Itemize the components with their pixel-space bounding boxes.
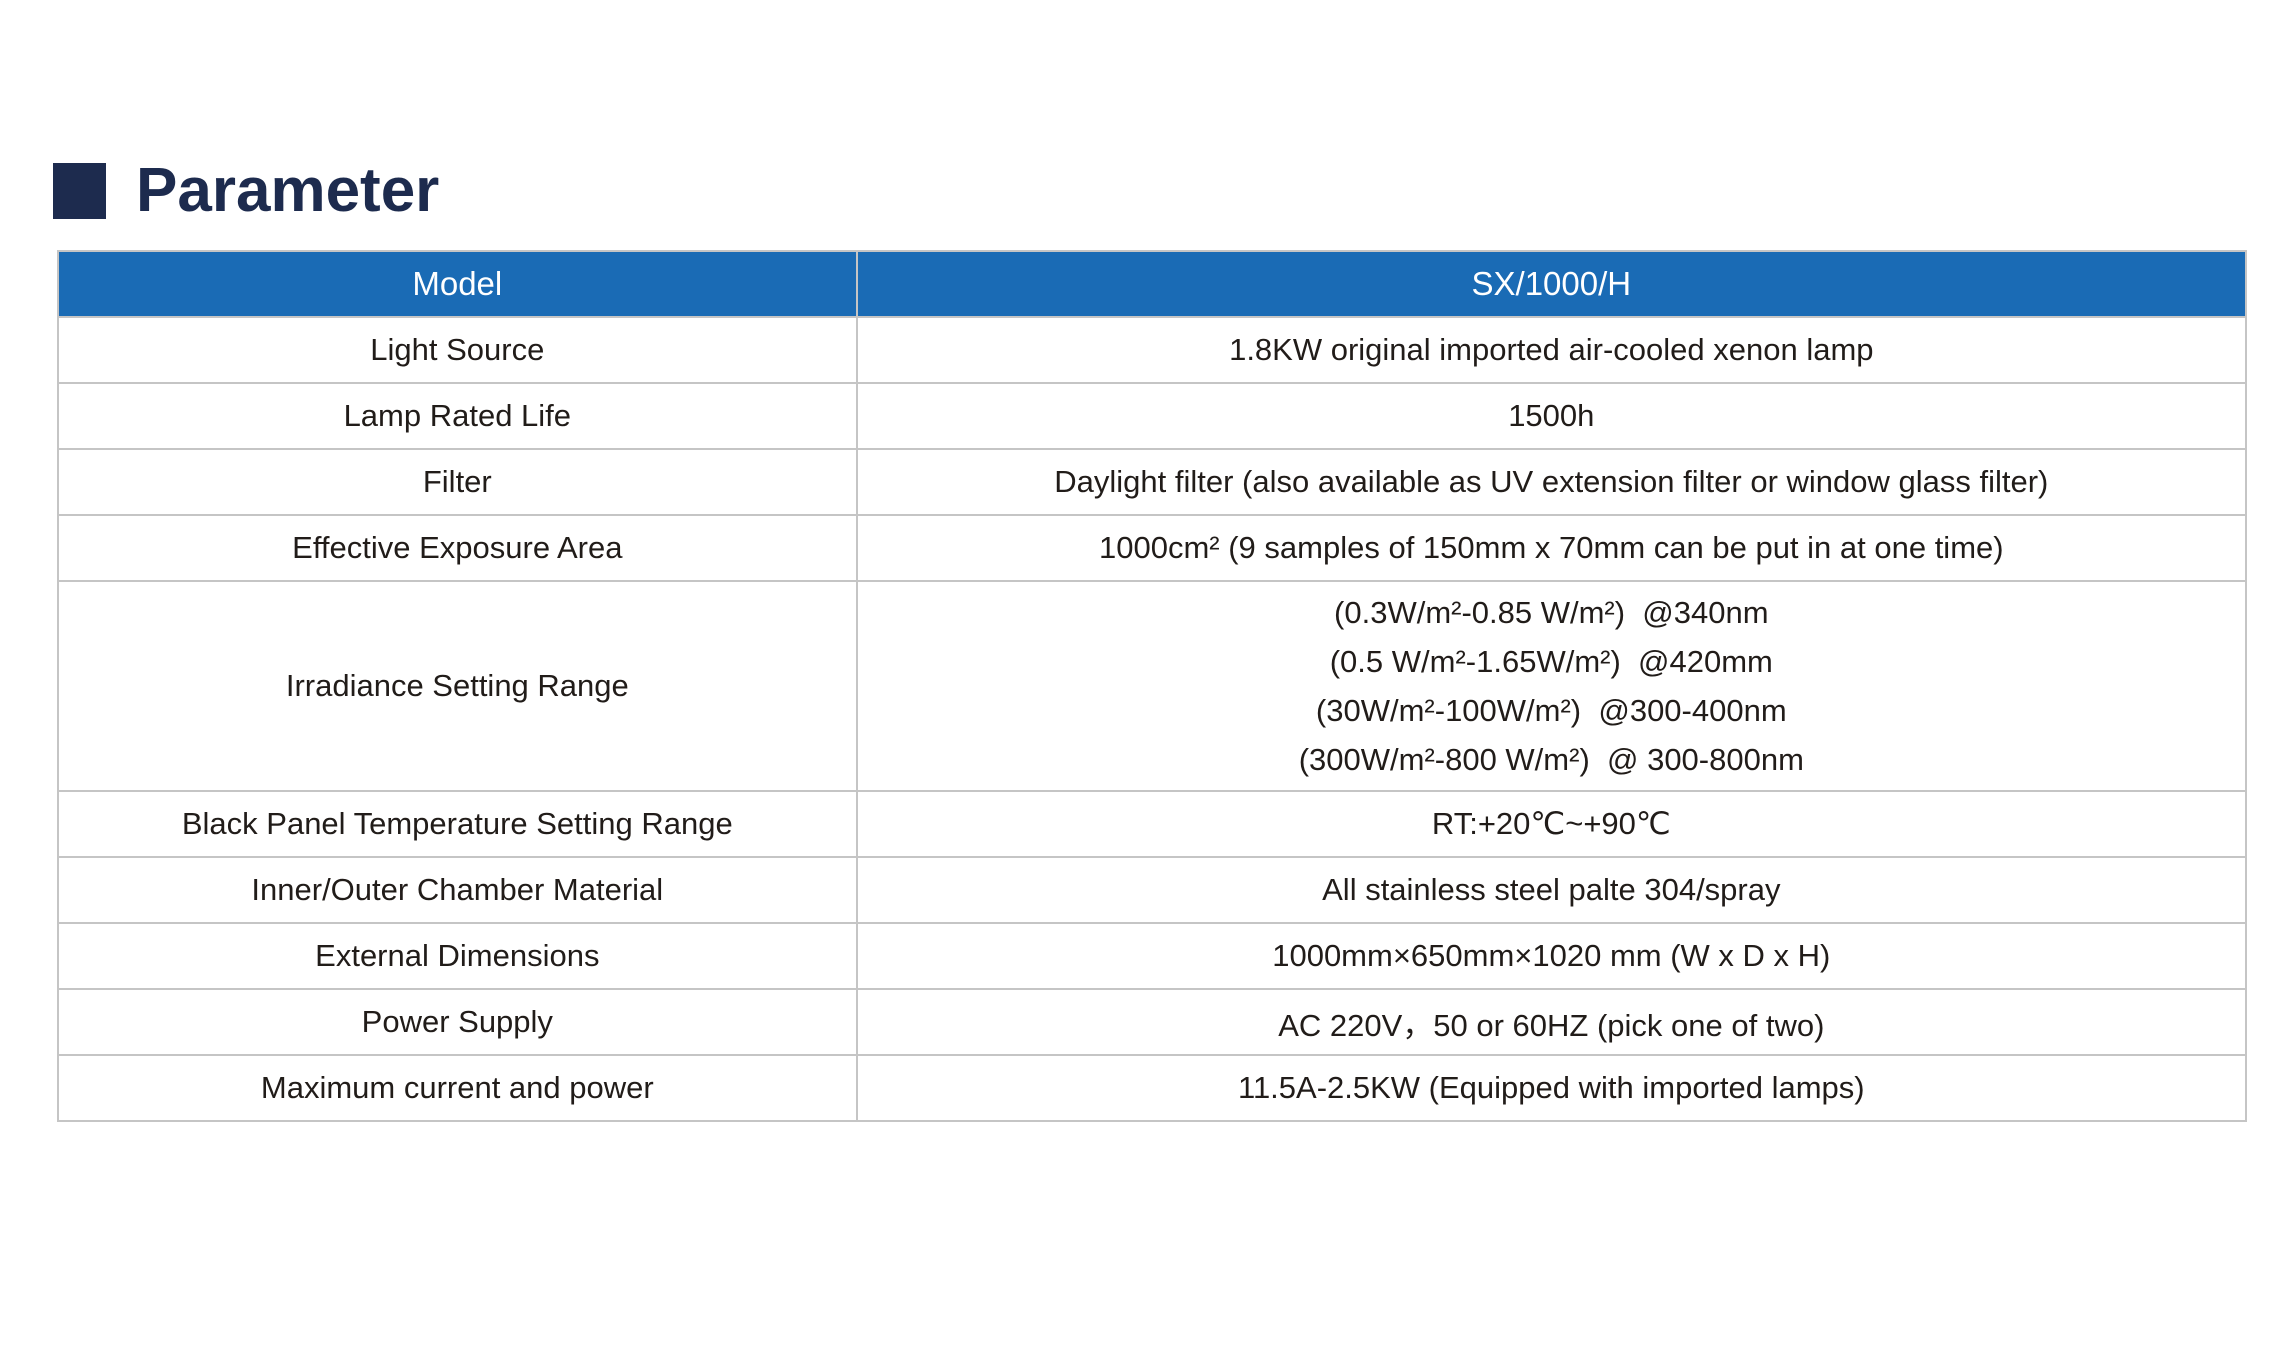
parameter-value-line: (30W/m²-100W/m²) @300-400nm: [1315, 693, 1787, 728]
parameter-label: Effective Exposure Area: [57, 514, 858, 582]
parameter-value: 1000mm×650mm×1020 mm (W x D x H): [855, 922, 2248, 990]
parameter-value: (0.3W/m²-0.85 W/m²) @340nm (0.5 W/m²-1.65…: [855, 580, 2248, 792]
table-header-row: Model SX/1000/H: [57, 250, 2248, 318]
page-title: Parameter: [136, 156, 440, 225]
heading-bullet-square: [53, 163, 106, 219]
table-row: Light Source 1.8KW original imported air-…: [57, 316, 2248, 384]
parameter-value: AC 220V，50 or 60HZ (pick one of two): [855, 988, 2248, 1056]
parameter-value: 1500h: [855, 382, 2248, 450]
table-row: Power Supply AC 220V，50 or 60HZ (pick one…: [57, 988, 2248, 1056]
parameter-label: Lamp Rated Life: [57, 382, 858, 450]
parameter-label: Light Source: [57, 316, 858, 384]
parameter-label: Irradiance Setting Range: [57, 580, 858, 792]
parameter-value: RT:+20℃~+90℃: [855, 790, 2248, 858]
parameter-value: 1000cm² (9 samples of 150mm x 70mm can b…: [855, 514, 2248, 582]
table-row: Effective Exposure Area 1000cm² (9 sample…: [57, 514, 2248, 582]
parameter-value: 11.5A-2.5KW (Equipped with imported lamp…: [855, 1054, 2248, 1122]
parameter-label: Black Panel Temperature Setting Range: [57, 790, 858, 858]
table-header-model-value: SX/1000/H: [855, 250, 2248, 318]
parameter-label: Power Supply: [57, 988, 858, 1056]
table-row: Black Panel Temperature Setting Range RT:…: [57, 790, 2248, 858]
parameter-label: Filter: [57, 448, 858, 516]
table-row: Irradiance Setting Range (0.3W/m²-0.85 W/…: [57, 580, 2248, 792]
parameter-label: External Dimensions: [57, 922, 858, 990]
parameter-label: Inner/Outer Chamber Material: [57, 856, 858, 924]
parameter-value-line: (0.5 W/m²-1.65W/m²) @420mm: [1329, 644, 1773, 679]
table-row: Filter Daylight filter (also available as…: [57, 448, 2248, 516]
parameter-value: All stainless steel palte 304/spray: [855, 856, 2248, 924]
parameter-label: Maximum current and power: [57, 1054, 858, 1122]
parameter-table-body: Light Source 1.8KW original imported air-…: [57, 316, 2248, 1122]
table-row: Lamp Rated Life 1500h: [57, 382, 2248, 450]
parameter-value: Daylight filter (also available as UV ex…: [855, 448, 2248, 516]
table-row: Maximum current and power 11.5A-2.5KW (Eq…: [57, 1054, 2248, 1122]
parameter-value: 1.8KW original imported air-cooled xenon…: [855, 316, 2248, 384]
table-header-model: Model: [57, 250, 858, 318]
parameter-value-line: (0.3W/m²-0.85 W/m²) @340nm: [1334, 595, 1769, 630]
parameter-table: Model SX/1000/H Light Source 1.8KW origin…: [57, 250, 2248, 1122]
section-heading: Parameter: [53, 160, 439, 222]
parameter-value-line: (300W/m²-800 W/m²) @ 300-800nm: [1298, 742, 1804, 777]
table-row: External Dimensions 1000mm×650mm×1020 mm …: [57, 922, 2248, 990]
table-row: Inner/Outer Chamber Material All stainles…: [57, 856, 2248, 924]
